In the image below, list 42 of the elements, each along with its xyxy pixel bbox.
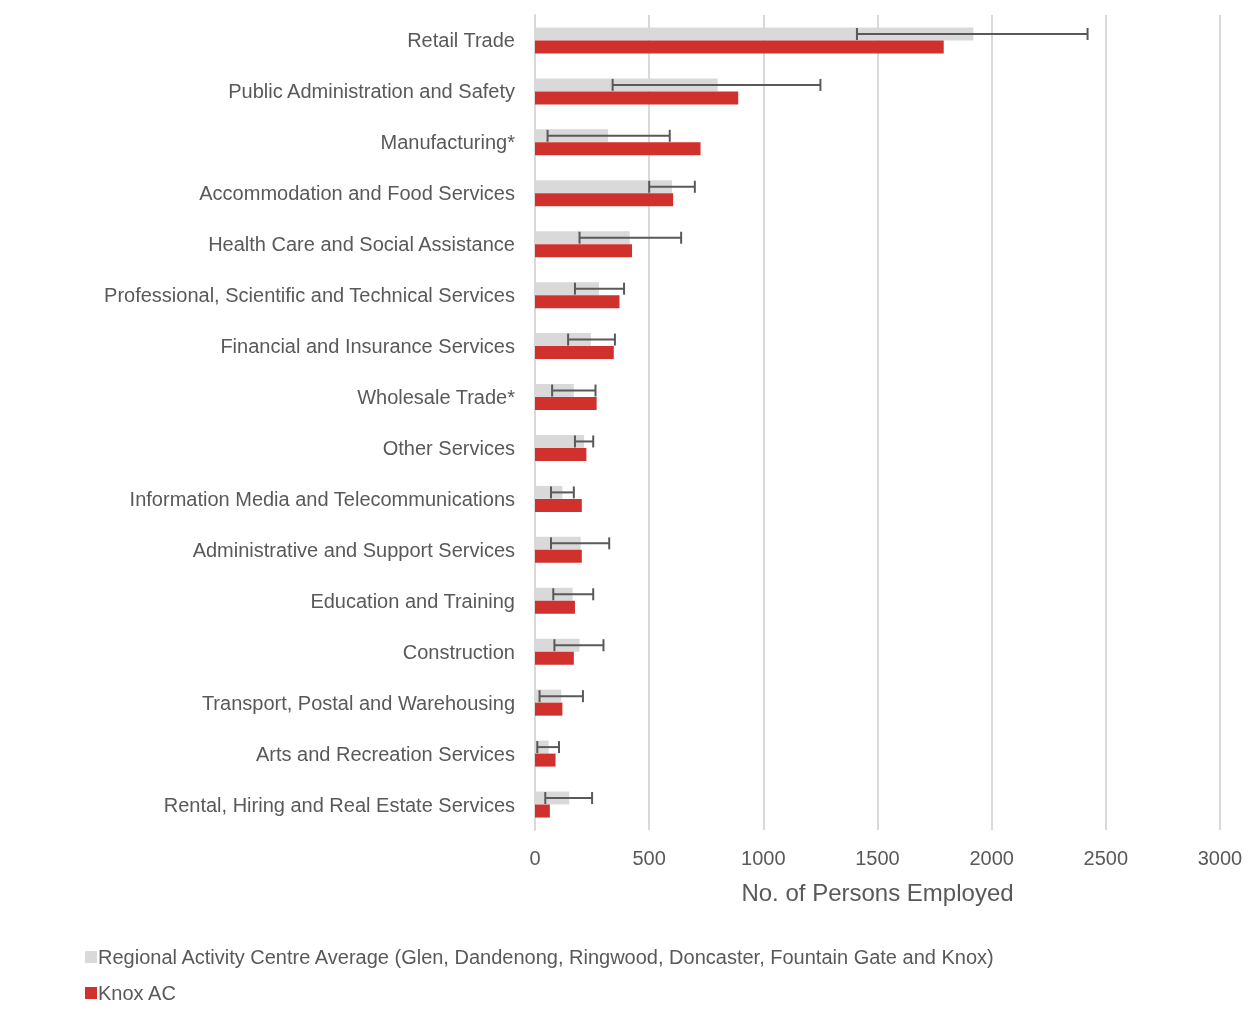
y-tick-label: Transport, Postal and Warehousing (201, 691, 515, 714)
y-tick-label: Information Media and Telecommunications (129, 487, 515, 510)
y-tick-label: Accommodation and Food Services (199, 182, 515, 205)
bar (535, 193, 674, 207)
bar (535, 244, 633, 258)
y-tick-label: Health Care and Social Assistance (208, 233, 515, 256)
y-tick-label: Financial and Insurance Services (220, 335, 515, 358)
y-tick-label: Wholesale Trade* (357, 386, 516, 409)
bar (535, 447, 587, 461)
x-tick-label: 2000 (969, 847, 1014, 869)
bar (535, 142, 701, 156)
bar (535, 549, 582, 563)
x-tick-label: 500 (632, 847, 666, 869)
bar (535, 753, 556, 767)
y-tick-label: Administrative and Support Services (192, 538, 515, 561)
bar (535, 295, 620, 309)
y-tick-label: Rental, Hiring and Real Estate Services (163, 793, 515, 816)
y-tick-label: Manufacturing* (380, 131, 516, 154)
y-tick-label: Professional, Scientific and Technical Services (104, 284, 515, 307)
bar (535, 397, 597, 411)
x-tick-label: 1000 (741, 847, 786, 869)
bar (535, 804, 550, 818)
y-tick-label: Public Administration and Safety (228, 80, 515, 103)
y-tick-label: Construction (402, 640, 515, 663)
y-tick-label: Arts and Recreation Services (255, 742, 515, 765)
x-axis-title: No. of Persons Employed (741, 878, 1014, 906)
x-tick-label: 0 (529, 847, 541, 869)
y-tick-label: Other Services (382, 436, 515, 459)
bar (535, 498, 582, 512)
bar (535, 600, 575, 614)
bar (535, 91, 739, 105)
x-tick-label: 3000 (1197, 847, 1243, 869)
bar (535, 40, 944, 54)
bar (535, 651, 574, 665)
bar (535, 346, 614, 360)
y-tick-label: Education and Training (310, 589, 515, 612)
bar (535, 702, 563, 716)
y-tick-label: Retail Trade (407, 29, 515, 52)
x-tick-label: 1500 (855, 847, 900, 869)
legend-label: Knox AC (98, 982, 176, 1004)
x-tick-label: 2500 (1083, 847, 1129, 869)
legend-label: Regional Activity Centre Average (Glen, Dandenong, Ringwood, Doncaster, Fountain Gate and Knox) (98, 946, 994, 968)
